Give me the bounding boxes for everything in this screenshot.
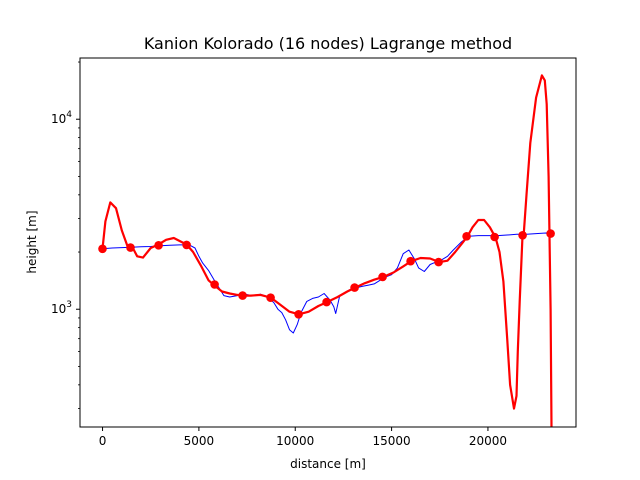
node-point — [238, 291, 247, 300]
node-point — [322, 297, 331, 307]
y-axis: 103 104 — [51, 61, 80, 409]
node-point — [350, 283, 359, 292]
series-line-profile — [102, 232, 554, 334]
node-point — [434, 257, 443, 267]
x-tick-label: 0 — [99, 434, 107, 448]
y-axis-label: height [m] — [25, 210, 39, 273]
node-point — [406, 256, 415, 266]
node-point — [490, 232, 499, 242]
x-tick-label: 15000 — [372, 434, 410, 448]
node-point — [98, 244, 107, 254]
x-tick-label: 5000 — [184, 434, 215, 448]
x-tick-label: 20000 — [469, 434, 507, 448]
node-point — [126, 243, 135, 252]
node-point — [182, 240, 191, 250]
y-tick-label: 104 — [51, 110, 72, 126]
node-point — [266, 293, 275, 303]
node-point — [518, 231, 527, 240]
plot-frame — [79, 57, 577, 428]
x-tick-label: 10000 — [276, 434, 314, 448]
node-point — [210, 280, 219, 289]
node-point — [462, 232, 471, 241]
y-tick-label: 103 — [51, 300, 72, 316]
series-layer — [101, 74, 554, 427]
node-point — [294, 310, 303, 319]
node-point — [378, 272, 387, 282]
nodes-layer — [98, 229, 555, 319]
series-line-interpolation — [101, 74, 553, 427]
x-axis-label: distance [m] — [290, 457, 366, 471]
chart-title: Kanion Kolorado (16 nodes) Lagrange meth… — [144, 34, 512, 53]
x-axis: 0 5000 10000 15000 20000 — [99, 427, 507, 448]
node-point — [546, 229, 555, 238]
node-point — [154, 241, 163, 250]
